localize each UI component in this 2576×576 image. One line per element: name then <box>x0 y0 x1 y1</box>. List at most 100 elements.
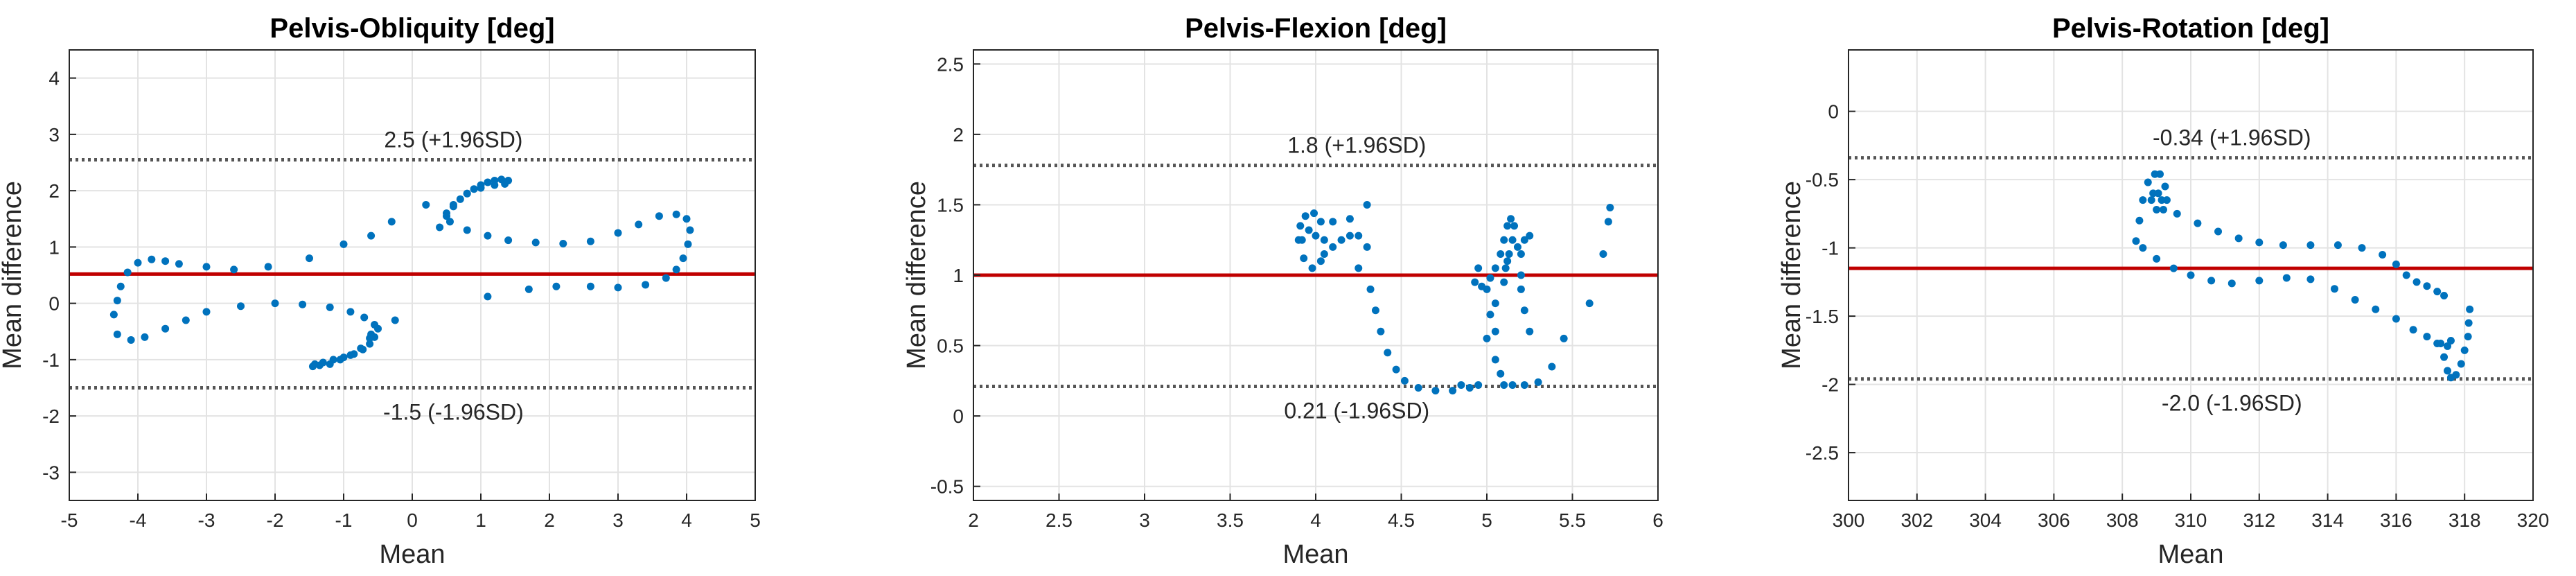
data-point <box>2207 277 2216 285</box>
data-point <box>116 282 125 290</box>
data-point <box>1503 222 1512 230</box>
data-point <box>1320 250 1328 259</box>
x-tick-label: 3 <box>1139 509 1150 531</box>
data-point <box>484 293 492 301</box>
data-point <box>1300 254 1308 263</box>
data-point <box>1316 218 1325 226</box>
data-point <box>672 265 680 274</box>
data-point <box>2156 170 2164 178</box>
data-point <box>308 363 317 371</box>
chart-title: Pelvis-Obliquity [deg] <box>270 13 554 44</box>
upper-loa-label: 1.8 (+1.96SD) <box>1287 133 1426 158</box>
data-point <box>1548 363 1556 371</box>
data-point <box>1517 285 1525 293</box>
data-point <box>684 240 692 248</box>
data-point <box>463 226 471 234</box>
data-point <box>501 180 509 188</box>
data-point <box>2351 295 2359 304</box>
data-point <box>264 263 272 271</box>
x-tick-label: -5 <box>61 509 78 531</box>
data-point <box>366 334 374 342</box>
data-point <box>1414 384 1422 392</box>
data-point <box>1500 278 1508 286</box>
data-point <box>614 229 622 237</box>
x-tick-label: 0 <box>407 509 418 531</box>
data-point <box>1534 378 1542 386</box>
x-tick-label: 310 <box>2175 509 2207 531</box>
data-point <box>682 215 691 223</box>
data-point <box>1486 274 1494 282</box>
y-axis: -0.5 0 0.5 1 1.5 2 2.5 <box>930 53 980 498</box>
data-point <box>2147 196 2155 204</box>
data-point <box>1392 365 1400 374</box>
data-point <box>1526 232 1534 240</box>
data-point <box>1599 250 1607 259</box>
data-point <box>2440 353 2449 361</box>
data-point <box>614 283 622 292</box>
data-point <box>1329 218 1337 226</box>
data-point <box>346 351 355 359</box>
upper-loa-label: 2.5 (+1.96SD) <box>384 127 522 152</box>
data-point <box>1513 243 1521 251</box>
x-tick-label: 302 <box>1900 509 1933 531</box>
data-point <box>2466 305 2474 313</box>
lower-loa-label: -1.5 (-1.96SD) <box>383 400 524 425</box>
data-point <box>1474 264 1483 272</box>
data-point <box>1320 236 1328 244</box>
data-point <box>1296 222 1305 230</box>
data-point <box>1606 204 1614 211</box>
chart-title: Pelvis-Rotation [deg] <box>2052 13 2329 44</box>
data-point <box>113 330 121 338</box>
data-point <box>346 308 355 316</box>
x-tick-label: -4 <box>130 509 147 531</box>
data-point <box>2214 227 2223 236</box>
data-point <box>2392 315 2400 323</box>
x-tick-label: 304 <box>1969 509 2002 531</box>
data-point <box>1520 381 1528 389</box>
data-point <box>1483 285 1491 293</box>
data-point <box>1308 264 1316 272</box>
data-point <box>2306 241 2315 250</box>
y-axis: -2.5 -2 -1.5 -1 -0.5 0 <box>1806 101 1855 464</box>
data-point <box>1363 243 1371 251</box>
data-point <box>1465 384 1474 392</box>
data-point <box>1474 381 1483 389</box>
data-point <box>123 268 132 277</box>
x-tick-label: -2 <box>267 509 284 531</box>
x-tick-label: 314 <box>2311 509 2344 531</box>
y-tick-label: -1 <box>1821 238 1839 259</box>
data-point <box>524 285 533 293</box>
y-tick-label: -2 <box>42 405 60 427</box>
data-point <box>642 281 650 289</box>
data-point <box>367 232 376 240</box>
x-tick-label: 3 <box>612 509 624 531</box>
data-point <box>1560 334 1568 342</box>
x-tick-label: 308 <box>2106 509 2139 531</box>
data-point <box>2161 182 2169 191</box>
data-point <box>2135 216 2144 225</box>
data-points <box>2132 170 2474 382</box>
data-point <box>2144 178 2152 186</box>
data-point <box>2334 241 2342 250</box>
data-point <box>504 236 513 245</box>
data-point <box>2372 305 2380 313</box>
x-tick-label: 4.5 <box>1388 509 1415 531</box>
data-point <box>1501 264 1510 272</box>
data-point <box>326 360 334 368</box>
y-tick-label: 0 <box>1828 101 1839 123</box>
data-point <box>2444 342 2451 350</box>
data-point <box>1471 278 1479 286</box>
data-point <box>271 299 279 308</box>
x-tick-label: 318 <box>2449 509 2481 531</box>
data-point <box>113 297 121 305</box>
y-axis-label: Mean difference <box>1777 181 1806 369</box>
data-point <box>1517 250 1525 259</box>
data-point <box>2194 219 2202 227</box>
y-tick-label: -2 <box>1821 374 1839 396</box>
x-tick-label: 300 <box>1833 509 1865 531</box>
data-point <box>2412 278 2421 286</box>
data-point <box>1305 226 1313 234</box>
data-point <box>1301 212 1309 220</box>
data-point <box>1500 236 1508 244</box>
data-point <box>2464 319 2473 327</box>
